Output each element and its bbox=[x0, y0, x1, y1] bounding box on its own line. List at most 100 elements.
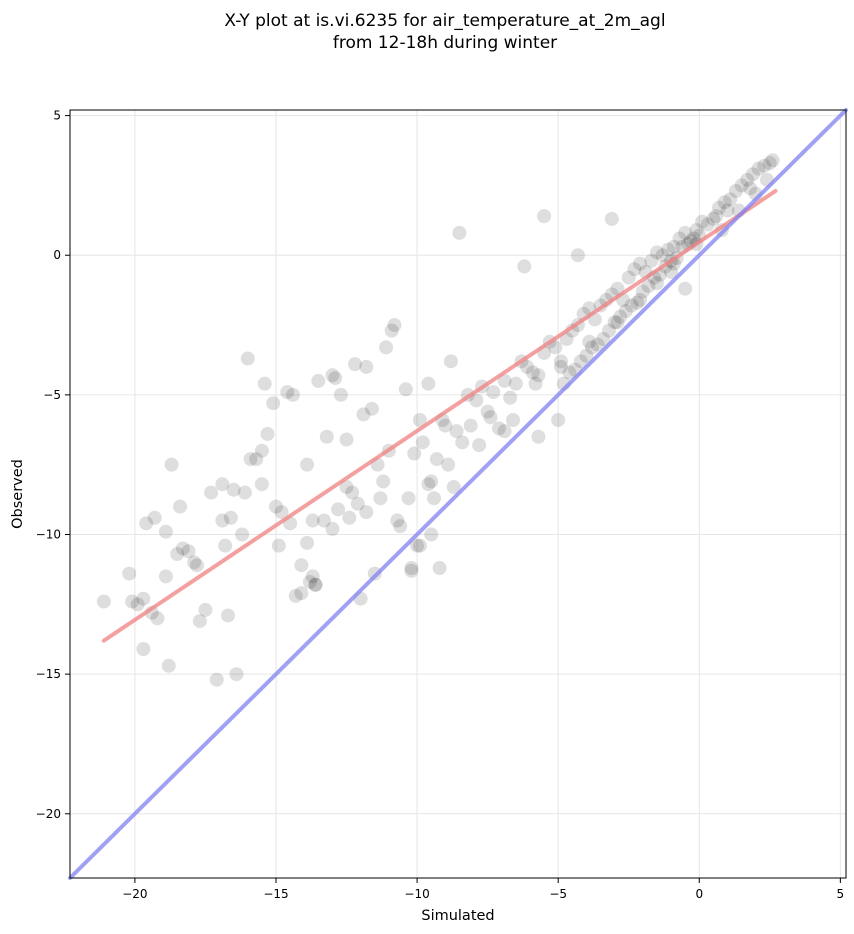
fit-lines bbox=[68, 108, 848, 880]
scatter-point bbox=[300, 535, 315, 550]
scatter-point bbox=[280, 385, 295, 400]
scatter-point bbox=[601, 323, 616, 338]
y-tick-label: −10 bbox=[36, 527, 61, 541]
scatter-point bbox=[305, 569, 320, 584]
scatter-point bbox=[590, 337, 605, 352]
scatter-point bbox=[424, 527, 439, 542]
scatter-point bbox=[548, 340, 563, 355]
scatter-point bbox=[285, 387, 300, 402]
scatter-point bbox=[161, 658, 176, 673]
scatter-point bbox=[170, 547, 185, 562]
plot-frame bbox=[69, 109, 847, 879]
scatter-point bbox=[187, 555, 202, 570]
scatter-point bbox=[390, 513, 405, 528]
scatter-point bbox=[274, 505, 289, 520]
scatter-point bbox=[240, 351, 255, 366]
scatter-point bbox=[359, 359, 374, 374]
scatter-point bbox=[150, 611, 165, 626]
scatter-point bbox=[209, 672, 224, 687]
chart-title-line1: X-Y plot at is.vi.6235 for air_temperatu… bbox=[224, 11, 665, 31]
scatter-point bbox=[325, 368, 340, 383]
scatter-point bbox=[472, 438, 487, 453]
scatter-point bbox=[404, 561, 419, 576]
y-tick-label: 0 bbox=[53, 248, 61, 262]
scatter-point bbox=[695, 214, 710, 229]
scatter-point bbox=[384, 323, 399, 338]
scatter-point bbox=[331, 502, 346, 517]
scatter-point bbox=[308, 577, 323, 592]
scatter-point bbox=[198, 602, 213, 617]
scatter-point bbox=[136, 591, 151, 606]
scatter-point bbox=[223, 510, 238, 525]
scatter-point bbox=[215, 477, 230, 492]
scatter-point bbox=[551, 412, 566, 427]
scatter-point bbox=[641, 278, 656, 293]
regression-line bbox=[101, 188, 778, 643]
y-tick-label: −20 bbox=[36, 807, 61, 821]
scatter-point bbox=[412, 538, 427, 553]
scatter-point bbox=[579, 348, 594, 363]
scatter-point bbox=[350, 496, 365, 511]
scatter-point bbox=[294, 558, 309, 573]
scatter-point bbox=[497, 424, 512, 439]
scatter-point bbox=[229, 667, 244, 682]
scatter-point bbox=[294, 586, 309, 601]
scatter-point bbox=[525, 365, 540, 380]
scatter-point bbox=[268, 499, 283, 514]
scatter-point bbox=[706, 211, 721, 226]
scatter-point bbox=[243, 452, 258, 467]
scatter-point bbox=[630, 295, 645, 310]
scatter-point bbox=[271, 538, 286, 553]
scatter-point bbox=[443, 354, 458, 369]
scatter-point bbox=[573, 354, 588, 369]
scatter-point bbox=[570, 248, 585, 263]
scatter-point bbox=[254, 443, 269, 458]
scatter-point bbox=[621, 270, 636, 285]
scatter-point bbox=[189, 558, 204, 573]
scatter-point bbox=[497, 373, 512, 388]
scatter-point bbox=[610, 315, 625, 330]
scatter-point bbox=[661, 242, 676, 257]
scatter-point bbox=[757, 158, 772, 173]
scatter-point bbox=[218, 538, 233, 553]
scatter-point bbox=[520, 359, 535, 374]
data-points bbox=[96, 153, 780, 687]
scatter-point bbox=[401, 491, 416, 506]
scatter-point bbox=[305, 513, 320, 528]
scatter-point bbox=[339, 480, 354, 495]
scatter-point bbox=[528, 376, 543, 391]
scatter-point bbox=[158, 524, 173, 539]
scatter-point bbox=[181, 544, 196, 559]
scatter-point bbox=[531, 368, 546, 383]
scatter-point bbox=[412, 412, 427, 427]
scatter-point bbox=[649, 276, 664, 291]
scatter-point bbox=[553, 359, 568, 374]
scatter-point bbox=[221, 608, 236, 623]
scatter-point bbox=[678, 281, 693, 296]
scatter-point bbox=[734, 178, 749, 193]
scatter-point bbox=[689, 223, 704, 238]
scatter-point bbox=[249, 452, 264, 467]
grid-lines bbox=[70, 110, 846, 878]
scatter-point bbox=[325, 521, 340, 536]
scatter-point bbox=[491, 421, 506, 436]
x-axis-ticks: −20 −15 −10 −5 0 5 bbox=[122, 878, 844, 901]
scatter-point bbox=[432, 561, 447, 576]
scatter-point bbox=[421, 477, 436, 492]
y-axis-ticks: −20 −15 −10 −5 0 5 bbox=[36, 109, 70, 821]
scatter-point bbox=[125, 594, 140, 609]
y-axis-label: Observed bbox=[10, 459, 26, 529]
scatter-point bbox=[415, 435, 430, 450]
scatter-point bbox=[723, 192, 738, 207]
scatter-point bbox=[441, 457, 456, 472]
scatter-point bbox=[438, 418, 453, 433]
scatter-point bbox=[260, 426, 275, 441]
scatter-point bbox=[192, 614, 207, 629]
scatter-point bbox=[678, 225, 693, 240]
scatter-point bbox=[308, 577, 323, 592]
scatter-point bbox=[407, 446, 422, 461]
scatter-point bbox=[204, 485, 219, 500]
scatter-point bbox=[508, 376, 523, 391]
identity-line bbox=[68, 108, 848, 880]
scatter-point bbox=[164, 457, 179, 472]
